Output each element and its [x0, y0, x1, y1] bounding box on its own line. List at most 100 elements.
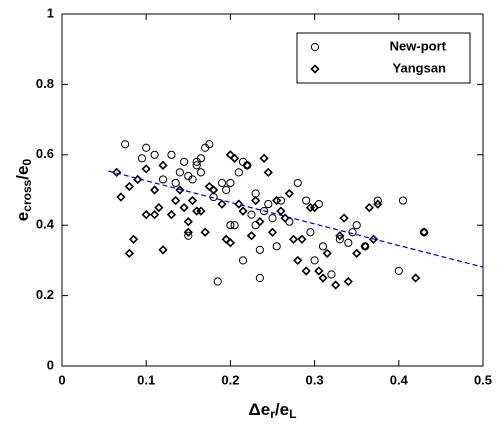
diamond-marker: [251, 195, 261, 206]
diamond-marker: [242, 160, 252, 170]
x-axis-label-sub: L: [289, 407, 296, 421]
circle-marker: [171, 178, 180, 188]
circle-marker: [259, 207, 269, 216]
diamond-marker: [276, 206, 286, 216]
diamond-marker: [368, 234, 379, 244]
diamond-marker: [297, 234, 307, 244]
diamond-marker: [352, 248, 362, 258]
diamond-marker: [259, 153, 269, 163]
legend-label: Yangsan: [393, 60, 447, 75]
circle-marker: [234, 168, 243, 177]
circle-marker: [327, 270, 336, 279]
plot-frame: [61, 13, 484, 367]
circle-marker: [230, 221, 239, 230]
diamond-marker: [175, 185, 185, 195]
legend-label: New-port: [390, 38, 447, 53]
diamond-marker: [411, 273, 421, 283]
x-tick-label: 0: [58, 372, 65, 387]
circle-marker: [255, 273, 264, 283]
diamond-marker: [196, 206, 206, 216]
circle-marker: [188, 175, 197, 184]
x-axis-label: Δer/eL: [249, 400, 297, 420]
diamond-marker: [360, 241, 370, 251]
circle-marker: [226, 178, 235, 188]
diamond-marker: [149, 210, 160, 220]
circle-marker: [196, 154, 206, 163]
y-axis-label: ecross/e0: [13, 159, 33, 222]
diamond-marker: [141, 164, 151, 174]
circle-marker: [150, 150, 159, 159]
y-tick-label: 0.4: [36, 217, 55, 232]
diamond-marker: [158, 160, 168, 170]
diamond-marker: [301, 266, 311, 276]
diamond-marker: [343, 276, 353, 287]
circle-marker: [302, 196, 311, 205]
diamond-marker: [419, 227, 429, 237]
diamond-marker: [149, 185, 160, 195]
circle-marker: [142, 143, 151, 152]
circle-marker: [217, 178, 227, 188]
diamond-marker: [310, 64, 320, 74]
x-tick-label: 0.2: [221, 372, 239, 387]
diamond-marker: [314, 266, 324, 276]
diamond-marker: [217, 199, 227, 209]
y-tick-label: 0.2: [36, 287, 54, 302]
circle-marker: [158, 175, 168, 184]
diamond-marker: [171, 195, 181, 206]
circle-marker: [205, 140, 214, 149]
diamond-marker: [339, 213, 349, 223]
diamond-marker: [183, 227, 193, 237]
diamond-marker: [124, 181, 134, 192]
x-tick-label: 0.5: [474, 372, 492, 387]
circle-marker: [352, 221, 361, 230]
circle-marker: [394, 266, 403, 276]
circle-marker: [184, 231, 193, 240]
legend-box: [296, 32, 471, 84]
circle-marker: [192, 161, 201, 170]
diamond-marker: [179, 202, 189, 213]
circle-marker: [175, 168, 184, 177]
diamond-marker: [183, 217, 193, 227]
diamond-marker: [238, 206, 248, 216]
diamond-marker: [166, 210, 177, 220]
diamond-marker: [225, 238, 236, 248]
diamond-marker: [288, 234, 299, 244]
circle-marker: [335, 235, 344, 244]
diamond-marker: [263, 167, 273, 178]
y-tick-label: 0.8: [36, 76, 54, 91]
diamond-marker: [309, 202, 320, 213]
diamond-marker: [128, 234, 139, 244]
diamond-marker: [246, 231, 257, 241]
y-axis-label-part: e: [13, 212, 32, 221]
circle-marker: [137, 154, 147, 163]
circle-marker: [306, 228, 315, 237]
diamond-marker: [158, 245, 168, 255]
circle-marker: [213, 277, 222, 286]
circle-marker: [226, 221, 235, 230]
circle-marker: [264, 199, 273, 209]
circle-marker: [247, 210, 256, 219]
y-tick-label: 1: [47, 5, 54, 20]
diamond-marker: [229, 153, 240, 163]
circle-marker: [310, 42, 320, 52]
circle-marker: [238, 256, 248, 265]
circle-marker: [310, 256, 319, 265]
diamond-marker: [322, 248, 332, 258]
circle-marker: [121, 140, 130, 149]
y-axis-label-sub: cross: [20, 179, 34, 211]
circle-marker: [276, 196, 286, 205]
y-tick-label: 0.6: [36, 146, 54, 161]
y-axis-label-part: /e: [13, 166, 32, 180]
circle-marker: [196, 168, 206, 177]
diamond-marker: [154, 202, 164, 213]
x-axis-label-part: Δe: [249, 400, 271, 419]
circle-marker: [318, 242, 328, 251]
circle-marker: [167, 150, 176, 159]
circle-marker: [398, 196, 408, 205]
diamond-marker: [112, 167, 122, 178]
diamond-marker: [208, 185, 219, 195]
diamond-marker: [364, 202, 374, 213]
circle-marker: [268, 214, 277, 223]
diamond-marker: [267, 227, 278, 237]
circle-marker: [348, 228, 357, 237]
